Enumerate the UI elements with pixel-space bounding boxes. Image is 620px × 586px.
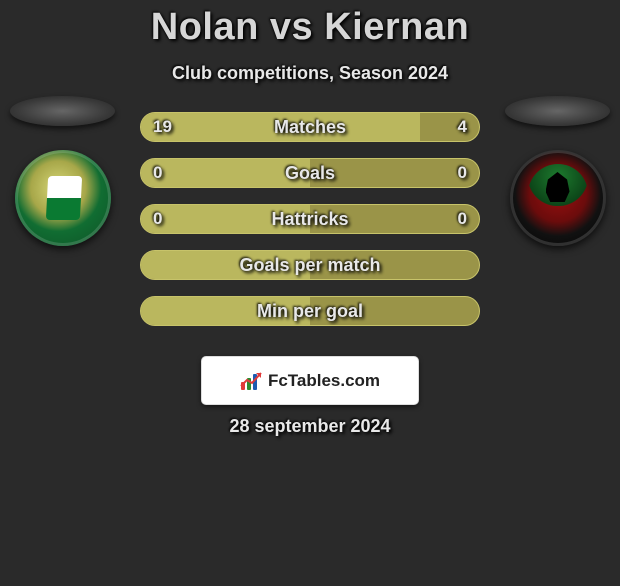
club-crest-left: [15, 150, 111, 246]
stat-fill-left: [141, 159, 310, 187]
stat-left-value: 19: [153, 113, 172, 141]
left-player-column: [10, 96, 115, 246]
brand-badge: FcTables.com: [201, 356, 419, 405]
stat-bars: 194Matches00Goals00HattricksGoals per ma…: [140, 112, 480, 342]
comparison-panel: 194Matches00Goals00HattricksGoals per ma…: [0, 112, 620, 372]
stat-fill-left: [141, 205, 310, 233]
stat-fill-left: [141, 297, 310, 325]
stat-row: 00Goals: [140, 158, 480, 188]
chart-icon: [240, 372, 262, 390]
stat-fill-left: [141, 113, 420, 141]
brand-text: FcTables.com: [268, 371, 380, 391]
date-text: 28 september 2024: [0, 416, 620, 437]
stat-left-value: 0: [153, 205, 162, 233]
right-player-column: [505, 96, 610, 246]
stat-row: 194Matches: [140, 112, 480, 142]
stat-left-value: 0: [153, 159, 162, 187]
stat-right-value: 4: [458, 113, 467, 141]
stat-row: 00Hattricks: [140, 204, 480, 234]
stat-row: Goals per match: [140, 250, 480, 280]
club-crest-right: [510, 150, 606, 246]
page-title: Nolan vs Kiernan: [0, 6, 620, 49]
stat-fill-left: [141, 251, 310, 279]
arrow-icon: [240, 372, 262, 390]
subtitle: Club competitions, Season 2024: [0, 63, 620, 84]
stat-right-value: 0: [458, 159, 467, 187]
player-photo-placeholder-right: [505, 96, 610, 126]
stat-row: Min per goal: [140, 296, 480, 326]
player-photo-placeholder-left: [10, 96, 115, 126]
stat-right-value: 0: [458, 205, 467, 233]
